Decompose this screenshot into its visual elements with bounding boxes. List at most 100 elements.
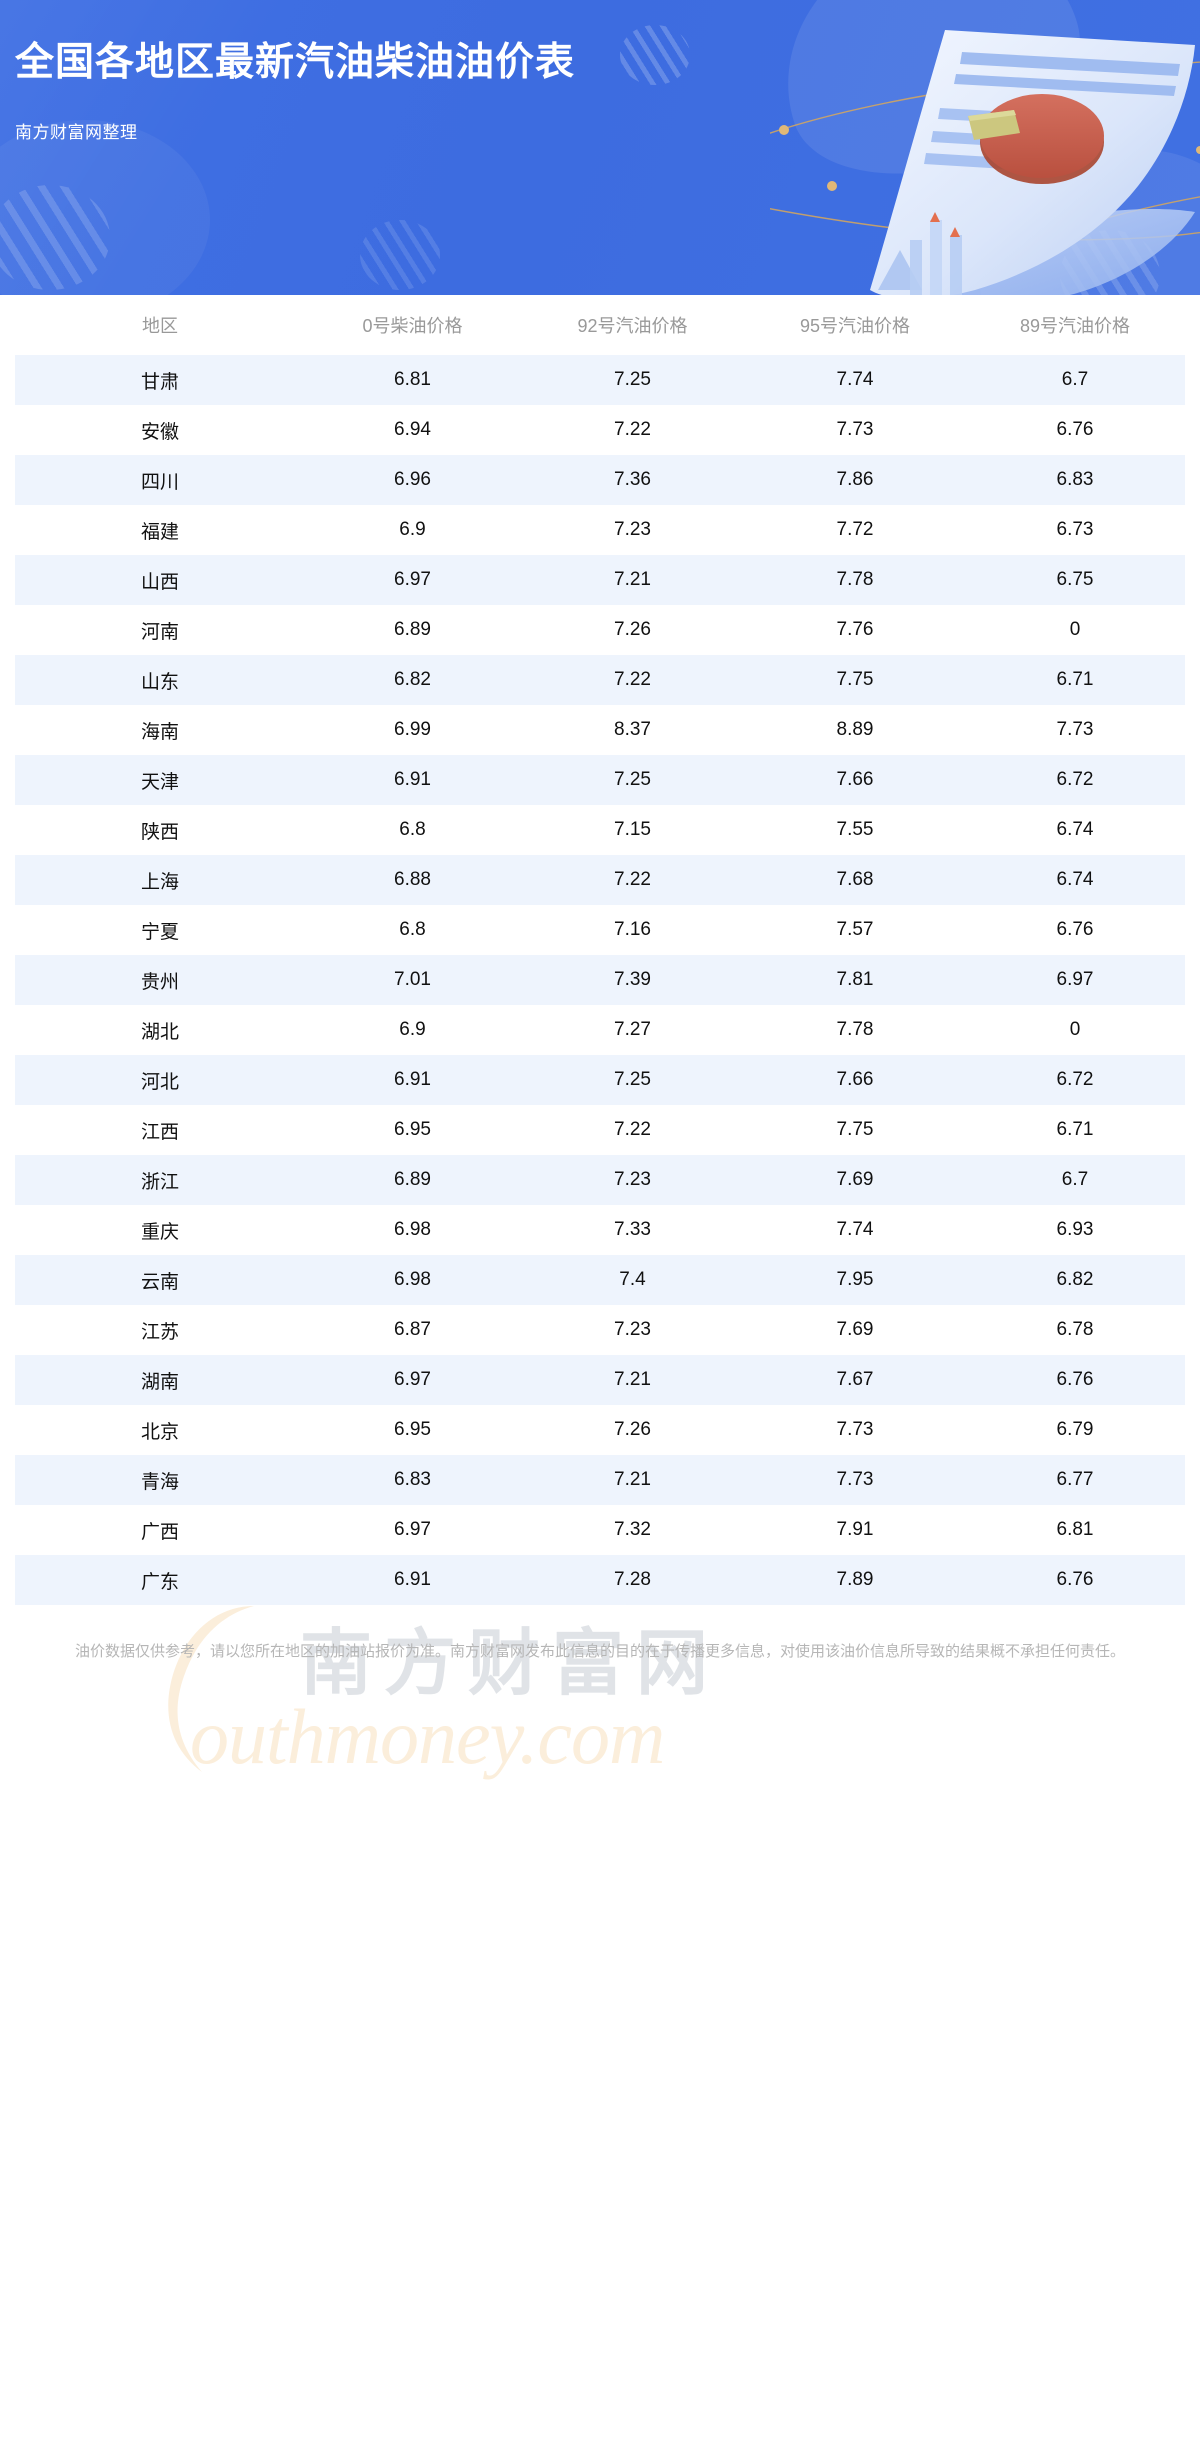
cell-petrol-89: 6.73 [1056,519,1094,540]
cell-petrol-95: 7.81 [745,955,965,1005]
page-banner: 全国各地区最新汽油柴油油价表 南方财富网整理 [0,0,1200,295]
table-row: 青海 6.83 7.21 7.73 6.77 [15,1455,1185,1505]
cell-diesel-0: 6.97 [394,1519,431,1540]
cell-region: 广东 [15,1555,305,1605]
cell-petrol-89: 6.79 [1056,1419,1094,1440]
cell-diesel-0: 6.9 [399,1019,426,1040]
column-header-petrol-92: 92号汽油价格 [577,316,688,336]
cell-region: 四川 [15,455,305,505]
cell-region: 湖南 [15,1355,305,1405]
paper-header-lines [954,52,1180,96]
cell-petrol-92: 7.36 [520,455,745,505]
watermark-english: outhmoney.com [190,1693,665,1780]
cell-region: 湖北 [140,1021,179,1043]
cell-diesel-0: 6.89 [394,619,431,640]
site-watermark: 南方财富网 outhmoney.com [150,1600,790,1780]
cell-diesel-0: 6.9 [399,519,426,540]
cell-region: 天津 [15,755,305,805]
cell-diesel-0: 6.8 [399,919,426,940]
cell-region: 青海 [15,1455,305,1505]
column-header-region: 地区 [142,316,178,336]
cell-diesel-0: 6.97 [305,1355,520,1405]
cell-petrol-92: 7.21 [520,1455,745,1505]
cell-petrol-89: 6.76 [965,1355,1185,1405]
cell-petrol-89: 6.74 [965,855,1185,905]
column-header-petrol-95: 95号汽油价格 [799,316,911,336]
banner-stripe-decoration-2 [360,220,440,290]
report-document-illustration [770,30,1200,295]
cell-region: 陕西 [140,821,179,843]
disclaimer-footer: 油价数据仅供参考，请以您所在地区的加油站报价为准。南方财富网发布此信息的目的在于… [74,1643,1125,1660]
cell-diesel-0: 6.91 [305,1055,520,1105]
cell-petrol-92: 7.22 [520,655,745,705]
cell-region: 云南 [15,1255,305,1305]
cell-petrol-89: 0 [1069,1019,1081,1040]
cell-petrol-89: 6.78 [1056,1319,1094,1340]
cell-petrol-92: 7.21 [520,1355,745,1405]
cell-petrol-92: 7.23 [614,1319,651,1340]
cell-petrol-95: 8.89 [836,719,874,740]
cell-petrol-92: 7.25 [520,1055,745,1105]
cell-petrol-92: 7.4 [520,1255,745,1305]
cell-petrol-95: 7.69 [836,1319,874,1340]
cell-petrol-92: 7.33 [614,1219,651,1240]
cell-petrol-95: 7.74 [745,355,965,405]
cell-petrol-89: 6.72 [965,755,1185,805]
banner-text-block: 全国各地区最新汽油柴油油价表 南方财富网整理 [15,0,575,143]
table-header-row: 地区 0号柴油价格 92号汽油价格 95号汽油价格 89号汽油价格 [15,295,1185,355]
cell-petrol-95: 7.66 [745,755,965,805]
cell-petrol-95: 7.74 [836,1219,874,1240]
table-body: 甘肃 6.81 7.25 7.74 6.7 安徽 6.94 7.22 7.73 6.76 四川 6.9… [15,355,1185,1605]
cell-diesel-0: 6.96 [305,455,520,505]
table-row: 天津 6.91 7.25 7.66 6.72 [15,755,1185,805]
table-row: 福建 6.9 7.23 7.72 6.73 [15,505,1185,555]
table-row: 重庆 6.98 7.33 7.74 6.93 [15,1205,1185,1255]
table-row: 山东 6.82 7.22 7.75 6.71 [15,655,1185,705]
table-row: 河北 6.91 7.25 7.66 6.72 [15,1055,1185,1105]
cell-region: 广西 [140,1521,179,1543]
cell-petrol-95: 7.76 [836,619,874,640]
cell-petrol-89: 6.76 [1056,919,1094,940]
cell-region: 甘肃 [15,355,305,405]
cell-diesel-0: 6.87 [394,1319,431,1340]
cell-petrol-92: 7.27 [614,1019,651,1040]
cell-region: 重庆 [140,1221,179,1243]
table-row: 湖北 6.9 7.27 7.78 0 [15,1005,1185,1055]
cell-diesel-0: 6.91 [305,755,520,805]
cell-petrol-95: 7.72 [836,519,874,540]
cell-petrol-89: 6.83 [965,455,1185,505]
banner-subtitle: 南方财富网整理 [15,123,138,142]
table-row: 海南 6.99 8.37 8.89 7.73 [15,705,1185,755]
cell-diesel-0: 6.89 [305,1155,520,1205]
cell-region: 河南 [140,621,179,643]
cell-petrol-92: 7.16 [614,919,651,940]
cell-petrol-89: 6.82 [965,1255,1185,1305]
cell-petrol-92: 7.26 [614,619,651,640]
cell-petrol-95: 7.75 [745,655,965,705]
cell-petrol-92: 7.25 [520,355,745,405]
cell-diesel-0: 6.99 [394,719,431,740]
banner-stripe-decoration-1 [0,185,110,290]
cell-petrol-95: 7.73 [836,419,874,440]
cell-petrol-95: 7.67 [745,1355,965,1405]
cell-petrol-89: 6.7 [965,355,1185,405]
banner-blob-decoration-c [0,120,210,295]
cell-region: 北京 [140,1421,179,1443]
cell-petrol-95: 7.75 [836,1119,874,1140]
banner-stripe-decoration-3 [620,25,690,85]
cell-petrol-92: 7.22 [614,419,651,440]
cell-diesel-0: 6.97 [305,555,520,605]
cell-petrol-89: 6.76 [1056,419,1094,440]
table-row: 山西 6.97 7.21 7.78 6.75 [15,555,1185,605]
cell-petrol-89: 6.81 [1056,1519,1094,1540]
cell-diesel-0: 6.83 [305,1455,520,1505]
bar-chart [878,212,962,295]
cell-petrol-89: 6.93 [1056,1219,1094,1240]
table-row: 广西 6.97 7.32 7.91 6.81 [15,1505,1185,1555]
cell-petrol-92: 7.22 [614,1119,651,1140]
cell-diesel-0: 6.82 [305,655,520,705]
table-row: 湖南 6.97 7.21 7.67 6.76 [15,1355,1185,1405]
cell-petrol-92: 7.39 [520,955,745,1005]
table-row: 云南 6.98 7.4 7.95 6.82 [15,1255,1185,1305]
cell-diesel-0: 6.8 [399,819,426,840]
